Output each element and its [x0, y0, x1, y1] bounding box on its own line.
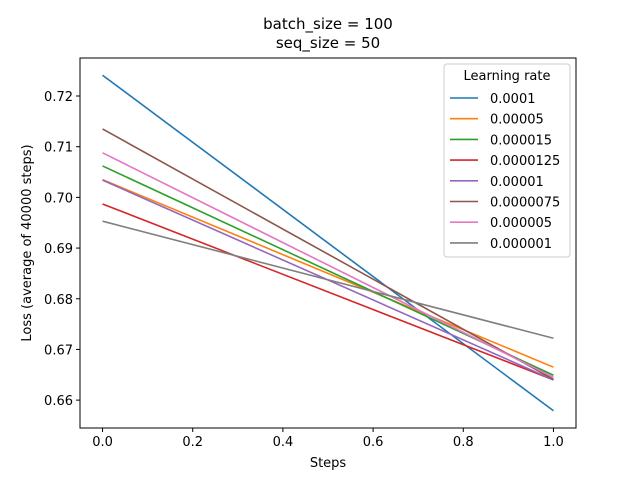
legend-entry-label: 0.0000125 — [490, 154, 560, 169]
y-tick-label: 0.72 — [44, 90, 73, 105]
series-line — [102, 74, 554, 412]
y-tick-label: 0.66 — [44, 394, 73, 409]
chart-title-line-1: batch_size = 100 — [263, 15, 393, 34]
x-tick-label: 0.4 — [273, 435, 294, 450]
series-line — [102, 152, 554, 379]
legend-entry-label: 0.0001 — [490, 92, 536, 107]
series-line — [102, 128, 554, 381]
y-axis-ticks: 0.66 0.67 0.68 0.69 0.70 0.71 0.72 — [44, 90, 80, 409]
chart-title-line-2: seq_size = 50 — [276, 34, 380, 53]
series-line — [102, 178, 554, 368]
x-axis-ticks: 0.0 0.2 0.4 0.6 0.8 1.0 — [92, 428, 564, 450]
y-axis-label: Loss (average of 40000 steps) — [20, 144, 35, 341]
series-line — [102, 203, 554, 381]
legend-entry-label: 0.00005 — [490, 113, 544, 128]
plot-frame — [79, 57, 577, 429]
x-tick-label: 0.0 — [92, 435, 113, 450]
legend-entry-label: 0.000005 — [490, 216, 552, 231]
x-axis-label: Steps — [310, 456, 347, 471]
y-tick-label: 0.70 — [44, 191, 73, 206]
legend-title: Learning rate — [464, 69, 551, 84]
y-tick-label: 0.69 — [44, 242, 73, 257]
series-lines — [102, 74, 554, 412]
legend-box — [443, 63, 571, 258]
legend-entry-label: 0.00001 — [490, 175, 544, 190]
legend-entry-label: 0.0000075 — [490, 196, 560, 211]
y-tick-label: 0.68 — [44, 293, 73, 308]
legend: Learning rate 0.0001 0.00005 0.000015 0.000… — [443, 63, 571, 258]
x-tick-label: 0.2 — [182, 435, 203, 450]
legend-entry-label: 0.000015 — [490, 133, 552, 148]
legend-entry-label: 0.000001 — [490, 237, 552, 252]
x-tick-label: 0.6 — [363, 435, 384, 450]
series-line — [102, 220, 554, 340]
x-tick-label: 1.0 — [543, 435, 564, 450]
y-tick-label: 0.71 — [44, 141, 73, 156]
x-tick-label: 0.8 — [453, 435, 474, 450]
y-tick-label: 0.67 — [44, 343, 73, 358]
